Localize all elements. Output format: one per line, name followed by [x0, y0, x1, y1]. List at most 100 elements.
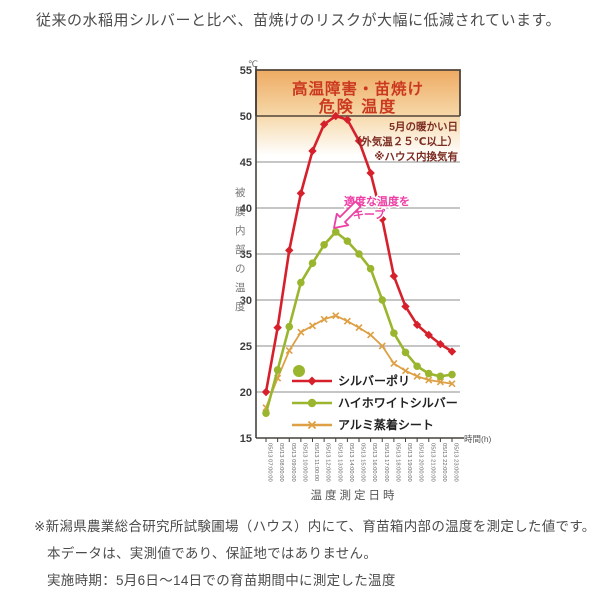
data-point-diamond — [401, 302, 410, 311]
y-axis-title-char: 被 — [235, 186, 246, 199]
x-tick-label: 05/13 20:00:00 — [418, 443, 424, 482]
data-point-x — [332, 312, 340, 320]
callout-text-line2: キープ — [353, 207, 386, 221]
data-point-x — [320, 315, 328, 323]
page-title: 従来の水稲用シルバーと比べ、苗焼けのリスクが大幅に低減されています。 — [36, 12, 562, 29]
data-point-diamond — [296, 189, 306, 198]
danger-zone-fade — [256, 116, 460, 156]
x-tick-label: 05/13 15:00:00 — [360, 443, 366, 482]
y-axis-title-char: 度 — [235, 300, 246, 313]
data-point-diamond — [366, 168, 375, 178]
footnote-line: ※新潟県農業総合研究所試験圃場（ハウス）内にて、育苗箱内部の温度を測定した値です… — [34, 519, 596, 534]
danger-zone-band — [256, 70, 460, 116]
data-point-circle — [401, 348, 410, 357]
x-tick-label: 05/13 18:00:00 — [394, 443, 400, 482]
x-axis-title: 温度測定日時 — [311, 488, 398, 502]
footnotes: ※新潟県農業総合研究所試験圃場（ハウス）内にて、育苗箱内部の温度を測定した値です… — [34, 513, 596, 594]
condition-note-line: （外気温２５℃以上） — [351, 135, 458, 148]
x-tick-label: 05/13 07:00:00 — [267, 443, 273, 482]
legend-accent-dot — [293, 365, 305, 377]
data-point-x — [297, 328, 305, 336]
data-point-x — [413, 372, 421, 380]
danger-band-title-line1: 高温障害・苗焼け — [292, 79, 424, 98]
legend-diamond-icon — [307, 376, 317, 386]
data-point-circle — [297, 278, 305, 287]
data-point-x — [308, 322, 317, 330]
legend-label: ハイホワイトシルバー — [338, 396, 458, 410]
data-point-diamond — [319, 120, 329, 129]
data-point-circle — [285, 322, 294, 331]
data-point-diamond — [389, 271, 399, 281]
x-tick-label: 05/13 12:00:00 — [325, 443, 331, 482]
data-point-x — [285, 347, 293, 355]
data-point-x — [390, 359, 398, 368]
y-axis-title-char: 温 — [235, 282, 246, 294]
temperature-chart-figure: 55 50 45 40 35 30 25 20 15 ℃ 被膜内部の温度 高温障害・苗焼け 危険 温度 5… — [228, 58, 492, 508]
data-point-x — [355, 324, 363, 332]
data-point-diamond — [447, 347, 457, 356]
legend-circle-icon — [307, 398, 317, 408]
y-axis-title-char: 膜 — [235, 206, 246, 218]
data-point-circle — [331, 228, 340, 236]
x-tick-label: 05/13 21:00:00 — [429, 443, 435, 482]
y-axis-title-char: 部 — [235, 243, 246, 256]
data-point-x — [448, 380, 456, 388]
x-tick-label: 05/13 09:00:00 — [290, 443, 296, 482]
data-point-circle — [448, 370, 456, 379]
x-tick-label: 05/13 10:00:00 — [301, 443, 307, 482]
y-tick-label: 40 — [240, 203, 252, 215]
data-point-diamond — [273, 323, 282, 332]
data-point-circle — [308, 259, 317, 267]
data-point-diamond — [261, 387, 271, 397]
x-tick-label: 05/13 13:00:00 — [336, 443, 342, 482]
y-tick-label: 45 — [240, 157, 252, 169]
data-point-diamond — [412, 320, 422, 330]
legend-label: シルバーポリ — [338, 373, 410, 388]
x-axis-unit-label: 時間(h) — [464, 434, 492, 444]
x-tick-label: 05/13 11:00:00 — [313, 443, 319, 481]
condition-note-line: ※ハウス内換気有 — [374, 150, 458, 163]
data-point-circle — [413, 362, 421, 371]
data-point-circle — [355, 250, 363, 258]
data-point-circle — [378, 296, 387, 304]
y-axis-title-char: 内 — [235, 224, 246, 237]
data-point-diamond — [285, 246, 294, 255]
data-point-diamond — [343, 115, 352, 124]
data-point-circle — [366, 264, 375, 273]
y-tick-label: 30 — [240, 295, 252, 307]
x-tick-label: 05/13 08:00:00 — [278, 443, 284, 482]
data-point-circle — [390, 329, 398, 337]
x-tick-label: 05/13 14:00:00 — [348, 443, 354, 482]
legend-x-icon — [307, 420, 317, 430]
footnote-line: 本データは、実測値であり、保証地ではありません。 — [47, 546, 378, 561]
data-point-circle — [343, 237, 352, 245]
data-point-circle — [424, 369, 433, 378]
data-point-circle — [262, 409, 270, 417]
y-tick-label: 25 — [240, 341, 252, 353]
condition-note-line: 5月の暖かい日 — [389, 120, 458, 133]
data-point-diamond — [424, 330, 433, 340]
data-point-x — [401, 367, 410, 375]
danger-band-title-line2: 危険 温度 — [319, 97, 397, 116]
data-point-diamond — [308, 146, 317, 156]
data-point-diamond — [331, 111, 340, 121]
data-point-circle — [320, 241, 328, 249]
legend-label: アルミ蒸着シート — [338, 417, 434, 432]
footnote-line: 実施時期：5月6日～14日での育苗期間中に測定した温度 — [47, 573, 396, 588]
x-tick-label: 05/13 23:00:00 — [453, 443, 459, 482]
data-point-x — [367, 331, 375, 339]
y-axis-title: 被膜内部の温度 — [235, 186, 246, 313]
data-point-x — [343, 317, 351, 325]
x-tick-label: 05/13 16:00:00 — [371, 443, 377, 482]
data-point-diamond — [436, 339, 445, 349]
data-point-x — [378, 342, 386, 350]
data-point-diamond — [354, 136, 364, 146]
y-tick-label: 20 — [240, 387, 252, 399]
data-point-diamond — [378, 214, 387, 224]
x-tick-label: 05/13 17:00:00 — [383, 443, 389, 482]
y-tick-label: 50 — [240, 111, 252, 123]
y-axis-title-char: の — [235, 263, 246, 275]
x-tick-label: 05/13 22:00:00 — [441, 443, 447, 482]
data-point-x — [436, 378, 444, 386]
